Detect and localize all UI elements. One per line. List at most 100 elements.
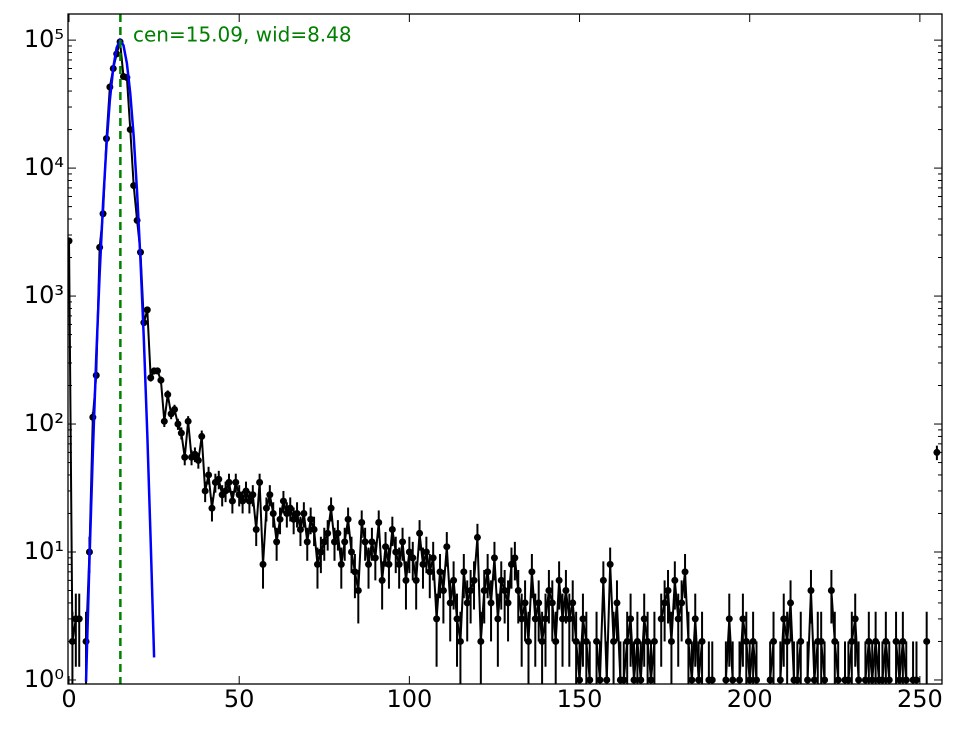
data-point [494, 615, 502, 623]
x-tick-label: 150 [557, 685, 603, 713]
data-point [749, 637, 757, 645]
data-point [827, 587, 835, 595]
data-point [249, 491, 257, 499]
data-point [269, 509, 277, 517]
data-point [729, 676, 737, 684]
data-point [487, 599, 495, 607]
data-point [330, 538, 338, 546]
data-point [371, 554, 379, 562]
data-point [75, 615, 83, 623]
data-point [504, 599, 512, 607]
data-point [559, 615, 567, 623]
data-point [222, 487, 230, 495]
data-point [698, 637, 706, 645]
data-point [596, 676, 604, 684]
data-point [480, 587, 488, 595]
data-point [422, 548, 430, 556]
data-point [473, 533, 481, 541]
data-point [239, 497, 247, 505]
data-point [562, 587, 570, 595]
data-point [868, 676, 876, 684]
data-point [831, 637, 839, 645]
data-point [191, 450, 199, 458]
data-point [490, 554, 498, 562]
data-point [426, 568, 434, 576]
data-point [882, 637, 890, 645]
annotation: cen=15.09, wid=8.48 [133, 23, 352, 47]
data-point [439, 587, 447, 595]
data-point [528, 568, 536, 576]
data-point [279, 497, 287, 505]
data-point [538, 637, 546, 645]
data-point [181, 453, 189, 461]
data-point [395, 560, 403, 568]
data-point [164, 391, 172, 399]
data-point [535, 599, 543, 607]
data-point [623, 637, 631, 645]
data-point [225, 478, 233, 486]
data-point [477, 637, 485, 645]
data-point [273, 538, 281, 546]
data-point [878, 676, 886, 684]
data-point [392, 548, 400, 556]
data-point [446, 599, 454, 607]
data-point [388, 525, 396, 533]
data-point [776, 676, 784, 684]
data-point [324, 529, 332, 537]
data-point [650, 637, 658, 645]
data-point [599, 576, 607, 584]
data-point [661, 599, 669, 607]
data-point [296, 525, 304, 533]
data-point [664, 587, 672, 595]
data-point [205, 471, 213, 479]
data-point [787, 599, 795, 607]
data-point [892, 637, 900, 645]
data-point [68, 637, 76, 645]
series-line [68, 240, 80, 642]
data-point [375, 519, 383, 527]
data-point [303, 538, 311, 546]
data-point [861, 676, 869, 684]
data-point [518, 615, 526, 623]
data-point [735, 676, 743, 684]
data-point [671, 576, 679, 584]
data-point [354, 587, 362, 595]
data-point [521, 599, 529, 607]
x-tick-label: 100 [386, 685, 432, 713]
y-tick-label: 10⁰ [24, 665, 64, 693]
data-point [681, 568, 689, 576]
data-point [691, 615, 699, 623]
data-point [419, 560, 427, 568]
data-point [572, 637, 580, 645]
data-point [307, 515, 315, 523]
data-point [531, 615, 539, 623]
data-point [511, 554, 519, 562]
data-point [382, 543, 390, 551]
data-point [739, 615, 747, 623]
plot-area [68, 14, 941, 684]
data-point [436, 568, 444, 576]
data-point [923, 637, 931, 645]
data-point [456, 637, 464, 645]
data-point [358, 519, 366, 527]
data-point [834, 676, 842, 684]
data-point [283, 509, 291, 517]
data-point [157, 376, 165, 384]
data-point [252, 525, 260, 533]
data-point [613, 599, 621, 607]
series-line [895, 641, 908, 681]
data-point [313, 560, 321, 568]
data-point [365, 560, 373, 568]
data-point [68, 237, 73, 245]
data-point [610, 637, 618, 645]
data-point [542, 615, 550, 623]
data-point [912, 676, 920, 684]
data-point [344, 515, 352, 523]
data-point [405, 548, 413, 556]
data-point [695, 676, 703, 684]
data-point [804, 676, 812, 684]
data-point [644, 637, 652, 645]
data-point [232, 478, 240, 486]
data-point [783, 637, 791, 645]
data-point [450, 576, 458, 584]
